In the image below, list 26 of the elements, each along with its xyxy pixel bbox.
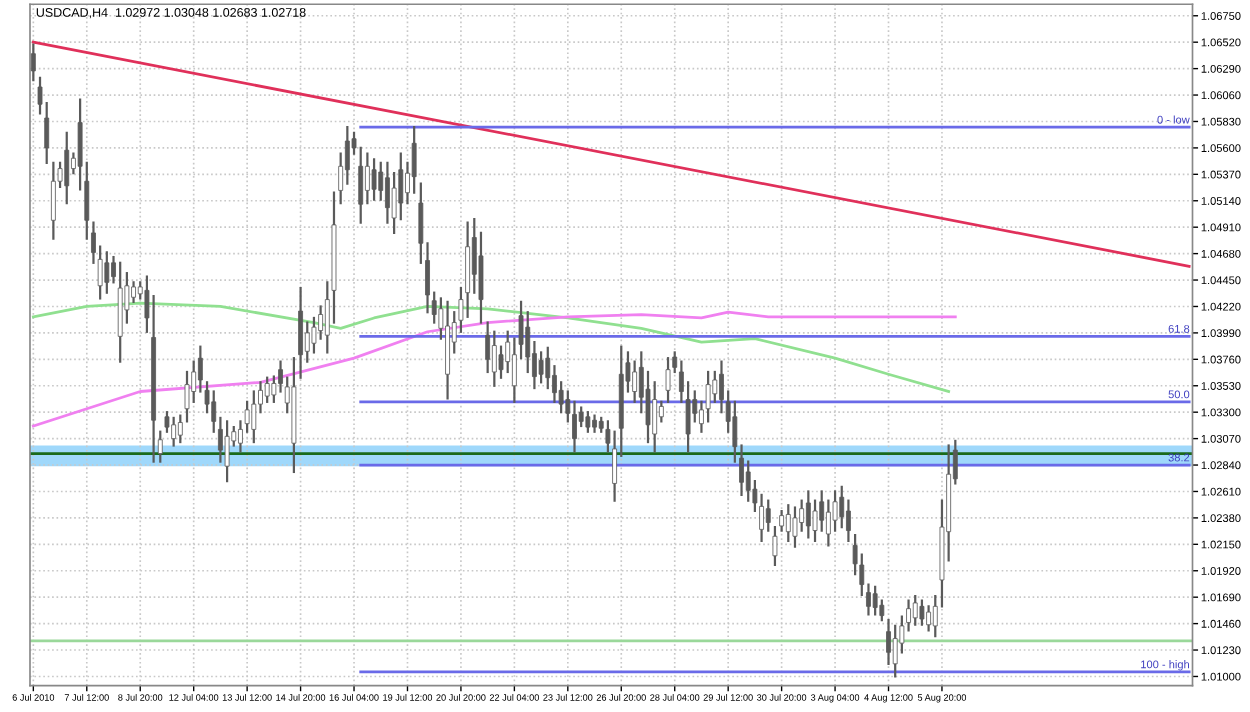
candlestick — [785, 504, 791, 542]
candlestick — [64, 131, 70, 205]
candlestick — [765, 499, 771, 532]
candlestick — [171, 416, 177, 447]
line-series — [31, 301, 951, 393]
candlestick — [585, 411, 591, 433]
candlestick — [538, 351, 544, 384]
candlestick — [919, 599, 925, 626]
candlestick — [792, 506, 798, 548]
candlestick — [912, 594, 918, 626]
candlestick — [665, 357, 671, 403]
candlestick — [892, 624, 898, 678]
line-series — [31, 310, 957, 428]
candlestick — [50, 161, 56, 240]
candlestick — [872, 585, 878, 616]
candlestick — [805, 490, 811, 539]
candlestick — [358, 146, 364, 224]
candlestick — [926, 605, 932, 632]
candlestick — [224, 420, 230, 483]
candlestick — [30, 43, 36, 82]
candlestick — [131, 281, 136, 303]
candlestick — [364, 152, 370, 205]
candlestick — [104, 251, 110, 294]
candlestick — [298, 286, 304, 379]
candlestick — [177, 414, 183, 444]
candlestick — [371, 158, 377, 201]
